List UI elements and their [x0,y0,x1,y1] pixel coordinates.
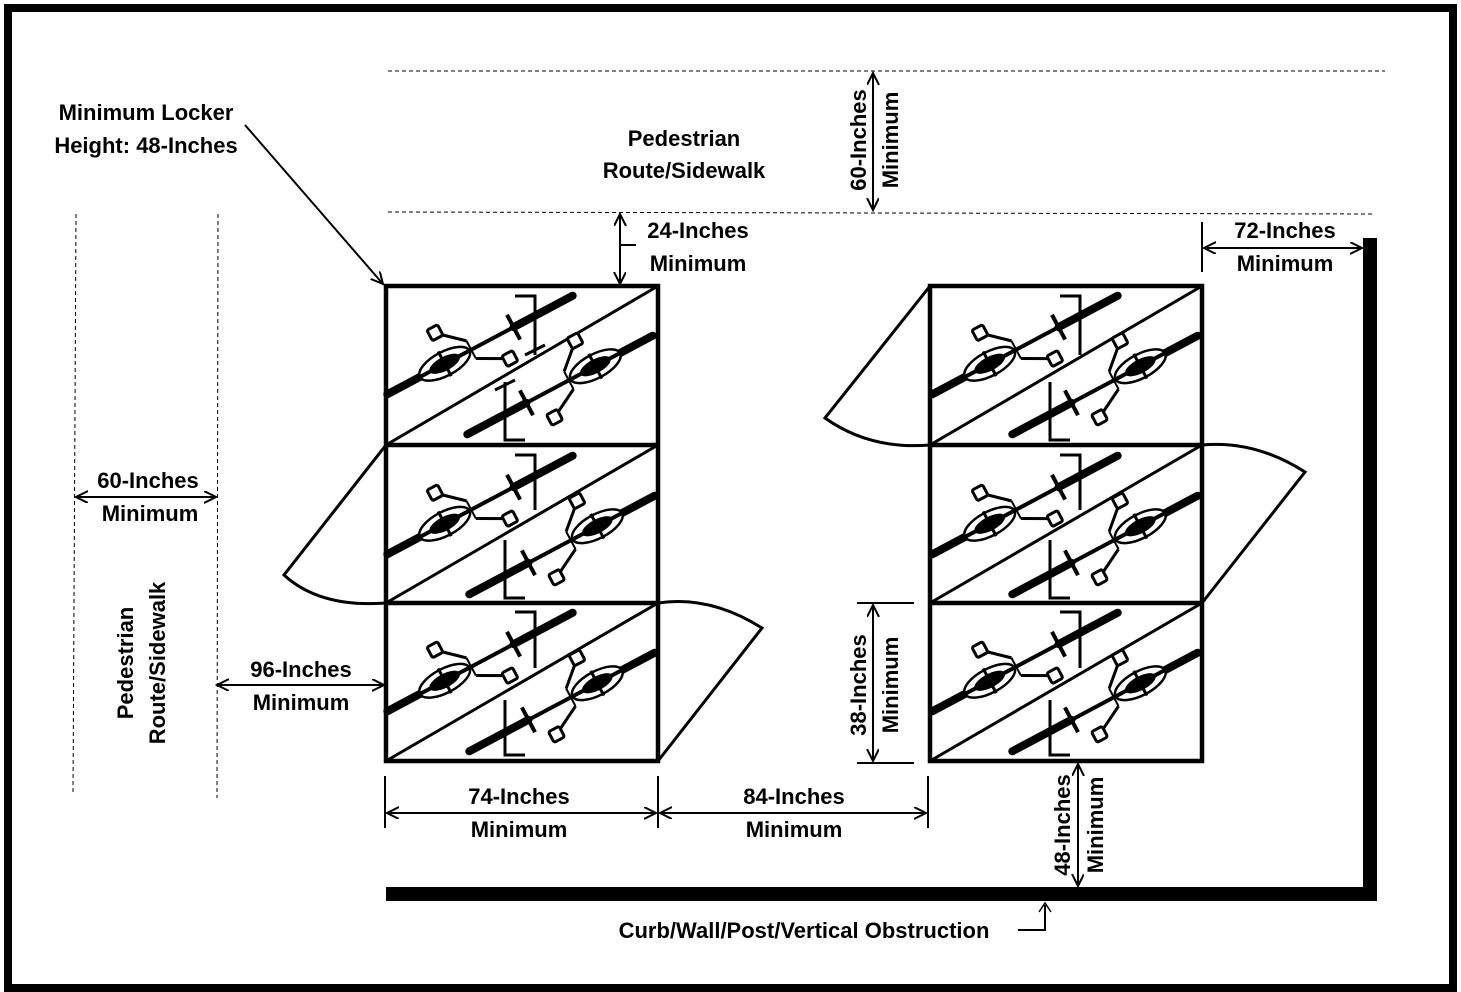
curb-label: Curb/Wall/Post/Vertical Obstruction [619,918,990,943]
bicycle-icon [994,462,1212,622]
left-sidewalk-label: Pedestrian [113,607,138,720]
dim-48-label: 48-Inches [1050,774,1075,876]
bicycle-icon [449,302,667,462]
left-60-dim-label: Minimum [102,501,199,526]
dim-74-label: Minimum [471,817,568,842]
dim-96-label: 96-Inches [250,657,352,682]
dim-74-label: 74-Inches [468,784,570,809]
dim-84-label: 84-Inches [743,784,845,809]
bike-stand [494,294,546,757]
dim-72-label: 72-Inches [1234,218,1336,243]
top-sidewalk-label: Route/Sidewalk [603,158,766,183]
bicycle-icon [994,619,1212,779]
left-sidewalk-edge [216,213,219,799]
top-60-dim-label: Minimum [878,92,903,189]
curb-wall [386,238,1377,901]
dim-48-label: Minimum [1083,777,1108,874]
bicycle-icon [994,302,1212,462]
dimension-arrow-icon [244,124,383,284]
outer-frame [4,4,1457,992]
curb-leader [1018,905,1046,931]
dim-84-label: Minimum [746,817,843,842]
min-locker-height-label: Height: 48-Inches [54,133,237,158]
min-locker-height-label: Minimum Locker [59,100,234,125]
left-sidewalk-label: Route/Sidewalk [145,581,170,744]
bicycle-icon [451,619,669,779]
dim-24-label: Minimum [650,251,747,276]
locker-bank-left [281,283,765,764]
dim-72-label: Minimum [1237,251,1334,276]
top-sidewalk-label: Pedestrian [628,126,741,151]
top-sidewalk-edge [387,211,1376,215]
dim-24-label: 24-Inches [647,218,749,243]
dim-38-label: 38-Inches [846,634,871,736]
dim-96-label: Minimum [253,690,350,715]
left-60-dim-label: 60-Inches [97,468,199,493]
dim-38-label: Minimum [878,637,903,734]
left-sidewalk-edge [72,213,77,796]
top-60-dim-label: 60-Inches [846,89,871,191]
locker-bank-right [822,283,1308,764]
bicycle-icon [451,462,669,622]
bike-stand [1048,294,1082,757]
